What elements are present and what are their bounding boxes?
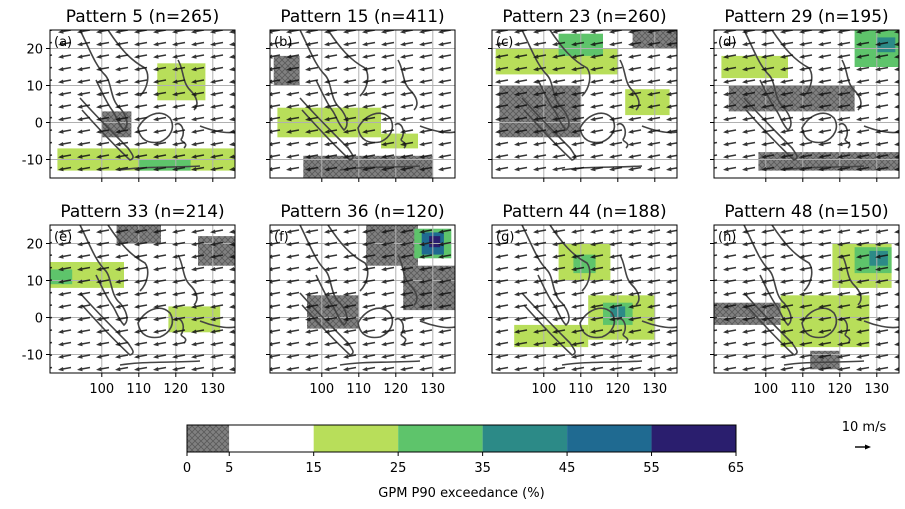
wind-vectors [50,225,235,373]
map-area [492,225,677,373]
quiver-key-label: 10 m/s [842,420,887,435]
map-area [714,225,899,373]
map-panel: Pattern 15 (n=411) (b) [266,7,456,182]
x-tick-label: 130 [864,382,889,397]
y-tick-label: 10 [26,275,43,290]
panel-frame [713,224,900,374]
map-area [270,30,455,178]
colorbar-tick-label: 35 [474,461,491,476]
panel-title: Pattern 23 (n=260) [502,7,666,27]
y-tick-label: -10 [22,154,43,169]
wind-vectors [714,30,899,178]
panel-title: Pattern 33 (n=214) [60,202,224,222]
panel-label: (c) [496,35,513,50]
x-tick-label: 100 [309,382,334,397]
panel-label: (f) [274,230,289,245]
x-tick-label: 110 [568,382,593,397]
x-tick-label: 100 [89,382,114,397]
map-area [270,225,455,373]
x-tick-label: 130 [200,382,225,397]
x-tick-label: 120 [163,382,188,397]
y-tick-label: 20 [26,43,43,58]
panel-label: (b) [274,35,292,50]
panel-frame [49,29,236,179]
wind-vectors [270,30,455,178]
colorbar-tick-label: 0 [183,461,191,476]
wind-vectors [714,225,899,373]
map-area [492,30,677,178]
x-tick-label: 100 [753,382,778,397]
colorbar-segment [313,425,399,452]
colorbar-segment [229,425,314,452]
quiver-key: 10 m/s [842,420,887,450]
y-tick-label: 0 [35,312,43,327]
panel-frame [491,29,678,179]
panel-label: (h) [718,230,736,245]
y-tick-label: -10 [22,349,43,364]
panel-frame [713,29,900,179]
map-panel: Pattern 23 (n=260) (c) [488,7,678,182]
x-tick-label: 130 [420,382,445,397]
panels: Pattern 5 (n=265) -10 0 10 20 (a) Pattern 15 (… [22,7,900,397]
map-area [714,30,899,178]
panel-title: Pattern 36 (n=120) [280,202,444,222]
colorbar-segment [482,425,568,452]
x-tick-label: 110 [790,382,815,397]
panel-title: Pattern 44 (n=188) [502,202,666,222]
x-tick-label: 110 [346,382,371,397]
panel-title: Pattern 48 (n=150) [724,202,888,222]
wind-vectors [492,225,677,373]
quiver-key-head [865,444,871,450]
wind-vectors [492,30,677,178]
map-area [50,225,235,373]
map-panel: Pattern 5 (n=265) -10 0 10 20 (a) [22,7,236,182]
map-panel: Pattern 33 (n=214) 100 110 120 130 -10 0 10 20 (e… [22,202,236,397]
panel-frame [491,224,678,374]
map-panel: Pattern 48 (n=150) 100 110 120 130 (h) [710,202,900,397]
y-tick-label: 20 [26,238,43,253]
panel-frame [269,29,456,179]
panel-frame [269,224,456,374]
colorbar-segment [567,425,652,452]
map-panel: Pattern 44 (n=188) 100 110 120 130 (g) [488,202,678,397]
colorbar-tick-label: 55 [643,461,660,476]
panel-title: Pattern 29 (n=195) [724,7,888,27]
colorbar-segment [398,425,483,452]
x-tick-label: 120 [605,382,630,397]
x-tick-label: 120 [383,382,408,397]
x-tick-label: 130 [642,382,667,397]
panel-label: (a) [54,35,72,50]
colorbar-tick-label: 15 [305,461,322,476]
colorbar-tick-label: 5 [225,461,233,476]
map-area [50,30,235,178]
colorbar-frame [186,424,737,453]
colorbar-tick-label: 45 [559,461,576,476]
colorbar: 0 5 15 25 35 45 55 65 GPM P90 exceedance (%) [183,424,745,501]
colorbar-label: GPM P90 exceedance (%) [378,486,544,501]
colorbar-tick-label: 25 [390,461,407,476]
x-tick-label: 100 [531,382,556,397]
colorbar-tick-label: 65 [728,461,745,476]
panel-label: (e) [54,230,72,245]
x-tick-label: 120 [827,382,852,397]
y-tick-label: 10 [26,80,43,95]
panel-title: Pattern 15 (n=411) [280,7,444,27]
panel-frame [49,224,236,374]
colorbar-segment [651,425,736,452]
panel-title: Pattern 5 (n=265) [66,7,220,27]
wind-vectors [270,225,455,373]
wind-vectors [50,30,235,178]
map-panel: Pattern 29 (n=195) (d) [710,7,900,182]
x-tick-label: 110 [126,382,151,397]
map-panel: Pattern 36 (n=120) 100 110 120 130 (f) [266,202,456,397]
colorbar-segment [187,425,230,452]
y-tick-label: 0 [35,117,43,132]
panel-label: (g) [496,230,514,245]
panel-label: (d) [718,35,736,50]
